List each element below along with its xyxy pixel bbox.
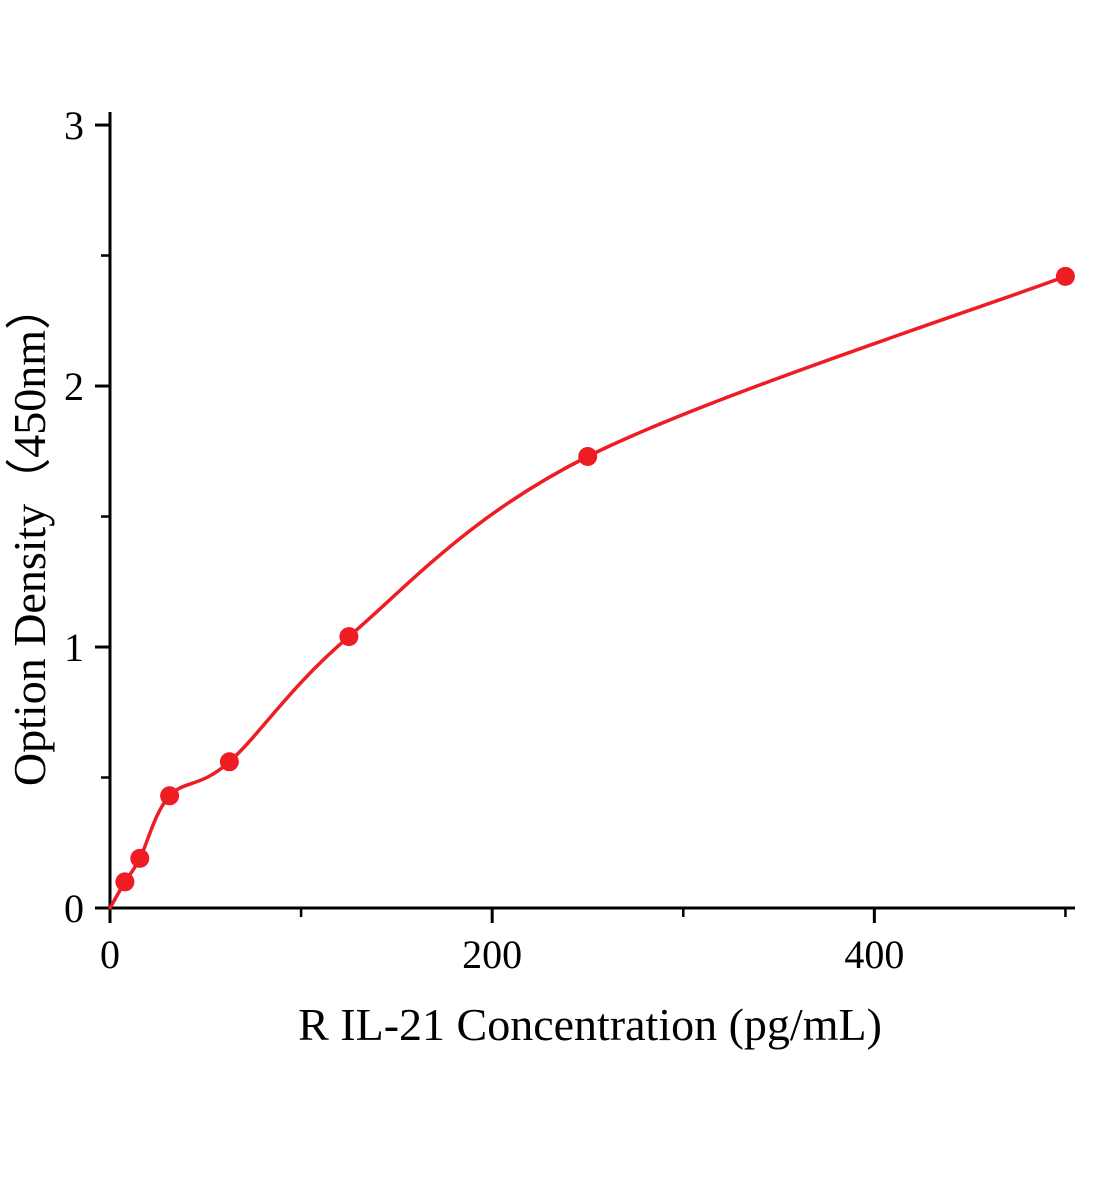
x-tick-label: 200: [462, 932, 522, 977]
data-point: [160, 786, 180, 806]
x-tick-label: 400: [844, 932, 904, 977]
data-point: [130, 848, 150, 868]
chart-layer: 0 200 400 0 1 2 3: [64, 103, 1075, 977]
y-tick-label: 0: [64, 886, 84, 931]
data-point: [219, 752, 239, 772]
y-tick-label: 2: [64, 364, 84, 409]
x-tick-label: 0: [100, 932, 120, 977]
y-axis-title: Option Density（450nm）: [4, 284, 55, 786]
y-tick-label: 3: [64, 103, 84, 148]
data-point: [339, 627, 359, 647]
data-point: [1055, 266, 1075, 286]
data-point: [115, 872, 135, 892]
y-tick-label: 1: [64, 625, 84, 670]
fit-curve: [108, 274, 1068, 910]
data-point: [578, 447, 598, 466]
x-axis-title: R IL-21 Concentration (pg/mL): [298, 999, 882, 1050]
